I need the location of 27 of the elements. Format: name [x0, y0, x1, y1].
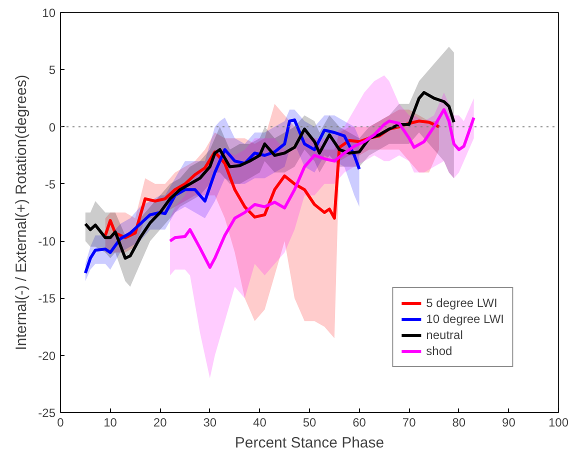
line-series — [168, 108, 476, 269]
legend-label: 10 degree LWI — [426, 312, 504, 326]
y-tick-label: -20 — [38, 348, 56, 363]
y-tick-label: -25 — [38, 406, 56, 420]
x-tick-label: 10 — [104, 416, 118, 430]
legend-label: neutral — [426, 328, 463, 342]
x-axis-title: Percent Stance Phase — [234, 434, 384, 452]
y-tick-label: 5 — [48, 63, 56, 78]
y-tick-label: -5 — [44, 177, 56, 192]
y-tick-label: -10 — [38, 234, 56, 249]
y-tick-label: 10 — [42, 6, 56, 20]
y-tick-label: 0 — [48, 120, 56, 134]
x-tick-label: 20 — [153, 416, 168, 430]
x-tick-label: 100 — [548, 416, 569, 430]
x-tick-label: 80 — [452, 416, 466, 430]
y-axis-title: Internal(-) / External(+) Rotation(degrees) — [13, 74, 30, 350]
x-tick-label: 50 — [302, 416, 316, 430]
x-tick-label: 90 — [502, 416, 516, 430]
x-tick-label: 40 — [253, 416, 267, 430]
x-tick-label: 0 — [57, 416, 64, 430]
x-tick-label: 60 — [352, 416, 366, 430]
line-series — [84, 91, 456, 260]
y-tick-label: -15 — [38, 292, 56, 306]
legend-label: 5 degree LWI — [426, 296, 498, 310]
x-tick-label: 70 — [402, 416, 416, 430]
legend-label: shod — [426, 344, 452, 358]
x-tick-label: 30 — [203, 416, 217, 430]
